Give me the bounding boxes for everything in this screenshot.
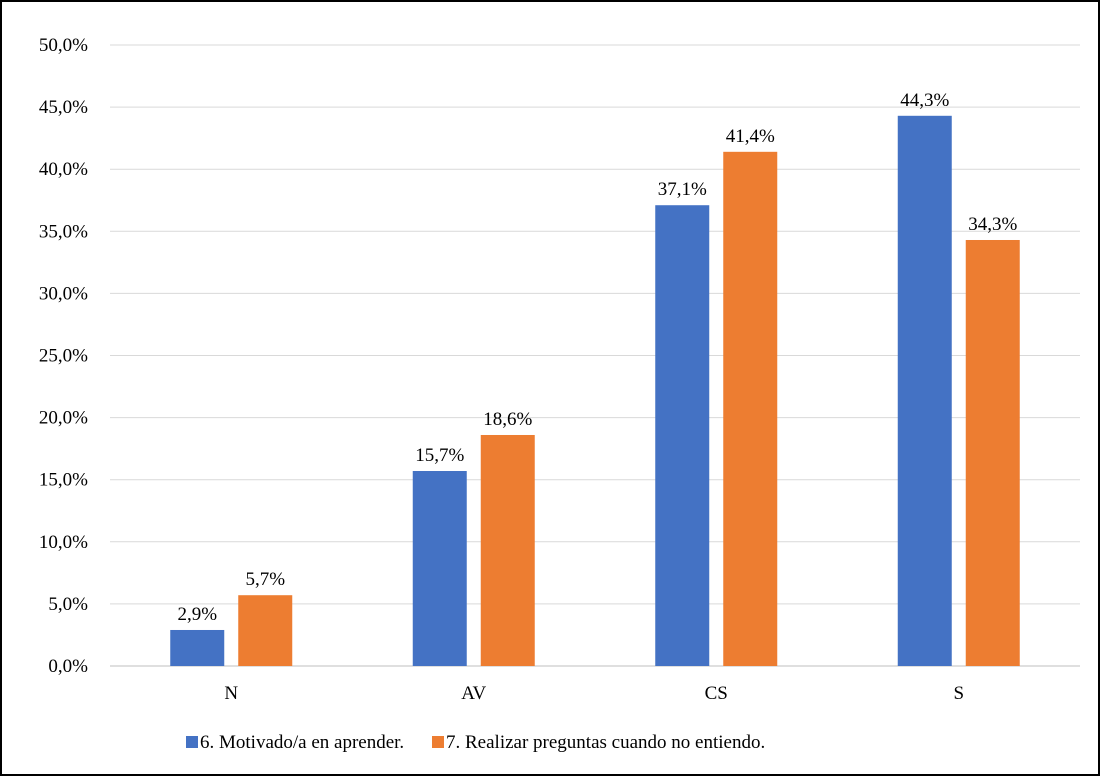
x-axis-ticks: N AV CS S	[224, 683, 964, 704]
y-tick-label: 15,0%	[39, 470, 88, 491]
y-tick-label: 5,0%	[48, 594, 88, 615]
x-tick-label: AV	[461, 683, 486, 704]
legend-swatch	[432, 736, 444, 748]
data-label: 5,7%	[245, 569, 285, 590]
y-tick-label: 50,0%	[39, 35, 88, 56]
x-tick-label: CS	[705, 683, 728, 704]
data-label: 15,7%	[415, 445, 464, 466]
bar-CS-series-2	[723, 151, 778, 666]
data-label: 34,3%	[968, 214, 1017, 235]
data-label: 44,3%	[900, 90, 949, 111]
y-tick-label: 35,0%	[39, 221, 88, 242]
legend-label: 7. Realizar preguntas cuando no entiendo…	[446, 732, 765, 753]
y-axis-ticks: 0,0% 5,0% 10,0% 15,0% 20,0% 25,0% 30,0% 35,0% 40…	[39, 35, 88, 677]
data-labels: 2,9% 5,7% 15,7% 18,6% 37,1% 41,4% 44,3% 34,3%	[177, 90, 1017, 625]
data-label: 37,1%	[658, 179, 707, 200]
y-tick-label: 30,0%	[39, 283, 88, 304]
x-tick-label: N	[224, 683, 238, 704]
x-tick-label: S	[953, 683, 964, 704]
bar-AV-series-2	[480, 434, 535, 666]
y-tick-label: 45,0%	[39, 97, 88, 118]
bar-N-series-1	[170, 629, 225, 666]
legend-swatch	[186, 736, 198, 748]
y-tick-label: 20,0%	[39, 408, 88, 429]
bar-S-series-1	[897, 115, 952, 666]
bars	[170, 115, 1020, 666]
legend-label: 6. Motivado/a en aprender.	[200, 732, 404, 753]
bar-AV-series-1	[412, 471, 467, 666]
data-label: 2,9%	[177, 604, 217, 625]
bar-S-series-2	[965, 239, 1020, 666]
y-tick-label: 40,0%	[39, 159, 88, 180]
y-tick-label: 25,0%	[39, 346, 88, 367]
data-label: 18,6%	[483, 409, 532, 430]
y-tick-label: 0,0%	[48, 656, 88, 677]
bar-CS-series-1	[655, 205, 710, 666]
data-label: 41,4%	[726, 126, 775, 147]
y-tick-label: 10,0%	[39, 532, 88, 553]
legend: 6. Motivado/a en aprender. 7. Realizar pr…	[186, 732, 765, 753]
bar-N-series-2	[238, 595, 293, 666]
